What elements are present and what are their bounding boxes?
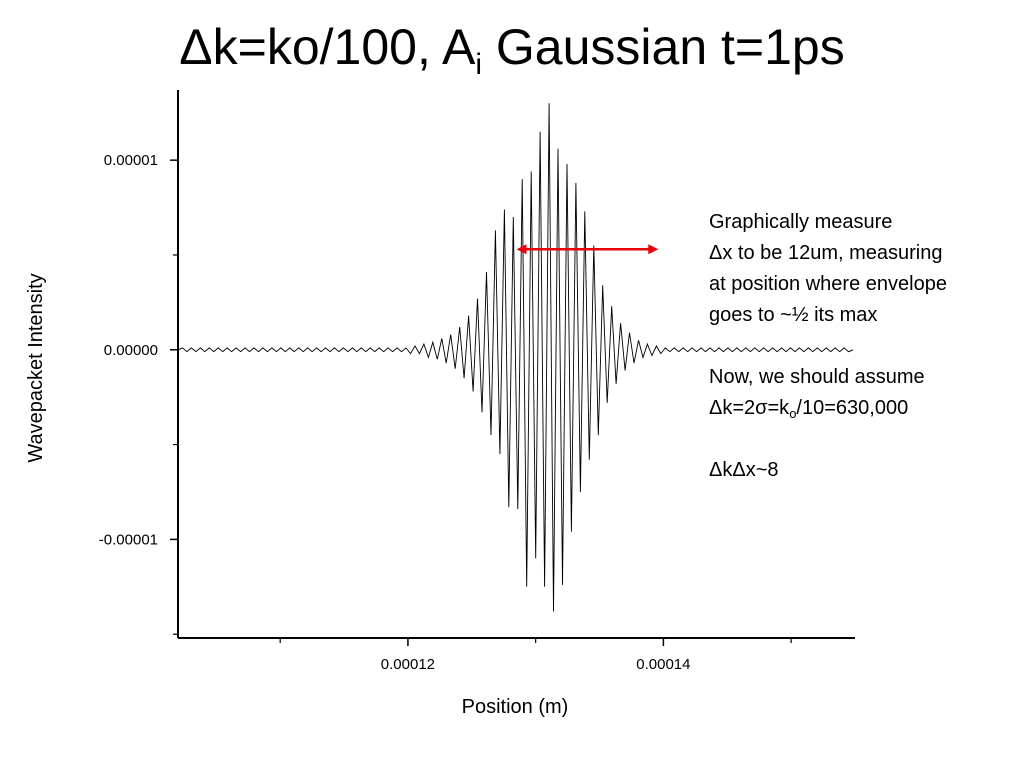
annotation-spacer xyxy=(709,331,1019,362)
annotation-line-2: Δx to be 12um, measuring xyxy=(709,242,943,264)
annotation-line-3: at position where envelope xyxy=(709,273,947,295)
title-rest-text: Gaussian t=1ps xyxy=(482,19,845,75)
x-tick-label: 0.00012 xyxy=(381,656,435,673)
y-tick-label: 0.00000 xyxy=(104,342,158,359)
annotation-line-6: Δk=2σ=ko/10=630,000 xyxy=(709,393,1019,424)
annotation-spacer-2 xyxy=(709,424,1019,455)
annotation-text-block: Graphically measure Δx to be 12um, measu… xyxy=(709,207,1019,486)
annotation-line-4: goes to ~½ its max xyxy=(709,304,878,326)
x-axis-label: Position (m) xyxy=(462,696,569,718)
measurement-arrow-head-right xyxy=(648,244,659,255)
x-tick-label: 0.00014 xyxy=(636,656,690,673)
y-tick-label: 0.00001 xyxy=(104,152,158,169)
annotation-line-6-pre: Δk=2σ=k xyxy=(709,397,790,419)
measurement-arrow xyxy=(516,244,659,255)
y-tick-label: -0.00001 xyxy=(99,531,158,548)
wavepacket-series-line xyxy=(177,103,854,612)
title-subscript: i xyxy=(475,48,483,81)
annotation-line-1: Graphically measure xyxy=(709,211,893,233)
annotation-line-6-post: /10=630,000 xyxy=(796,397,909,419)
annotation-line-5: Now, we should assume xyxy=(709,366,925,388)
title-main-text: Δk=ko/100, A xyxy=(179,19,476,75)
measurement-arrow-head-left xyxy=(516,244,527,255)
axis-ticks: 0.00012 0.00014 0.00001 0.00000 -0.00001 xyxy=(99,152,792,673)
annotation-line-7: ΔkΔx~8 xyxy=(709,459,779,481)
annotation-line-6-sub: o xyxy=(789,406,797,421)
slide-title: Δk=ko/100, Ai Gaussian t=1ps xyxy=(0,14,1024,80)
y-axis-label: Wavepacket Intensity xyxy=(25,273,47,462)
